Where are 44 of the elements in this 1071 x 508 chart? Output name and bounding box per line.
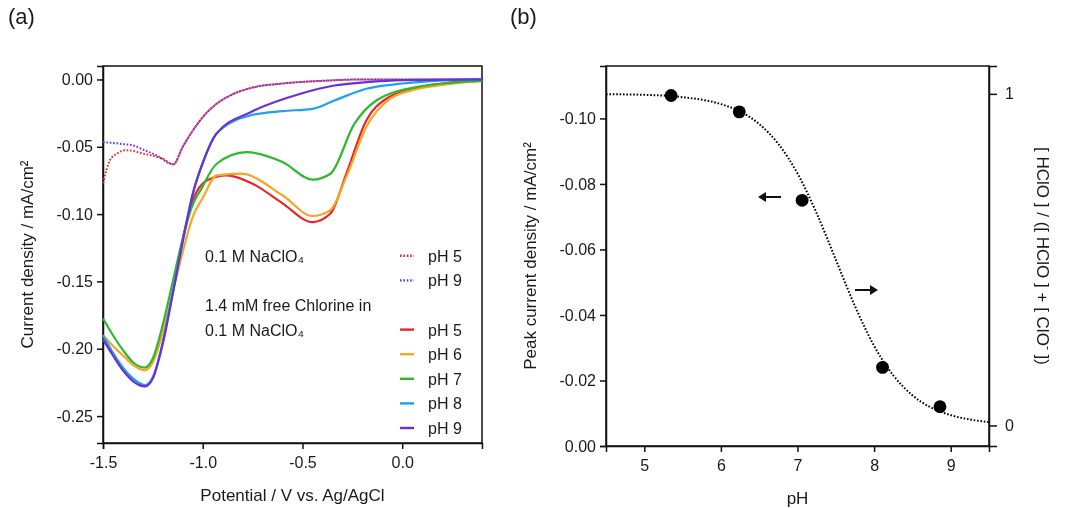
- y-tick-label: -0.08: [559, 175, 597, 193]
- y-tick-label: -0.15: [56, 273, 94, 291]
- y-tick-label: -0.04: [559, 306, 597, 324]
- y-tick-label: -0.20: [56, 340, 94, 358]
- x-tick-label: 0.0: [391, 454, 414, 472]
- legend-label: pH 8: [428, 395, 462, 413]
- x-tick-label: -0.5: [289, 454, 317, 472]
- point: [795, 193, 809, 207]
- y-axis-title: Current density / mA/cm²: [18, 160, 37, 349]
- y-tick-label: -0.06: [559, 241, 597, 259]
- y2-tick-label: 0: [1005, 417, 1014, 435]
- annotation: 1.4 mM free Chlorine in 0.1 M NaClO₄: [205, 297, 372, 339]
- legend-label: pH 5: [428, 247, 462, 265]
- y-tick-label: -0.05: [56, 138, 94, 156]
- x-axis-title: pH: [786, 489, 809, 508]
- point: [664, 89, 678, 102]
- x-tick-label: 8: [870, 457, 880, 475]
- y-tick-label: -0.25: [56, 407, 94, 425]
- y-tick-label: -0.02: [559, 372, 597, 390]
- y-tick-label: 0.00: [564, 437, 597, 455]
- legend-label: pH 9: [428, 272, 462, 290]
- x-tick-label: -1.5: [89, 454, 118, 472]
- y-tick-label: -0.10: [559, 110, 597, 128]
- x-tick-label: 6: [716, 457, 726, 475]
- legend-label: pH 5: [428, 321, 462, 339]
- x-tick-label: 7: [793, 457, 803, 475]
- x-tick-label: 5: [640, 457, 650, 475]
- x-axis-title: Potential / V vs. Ag/AgCl: [200, 486, 385, 505]
- legend-label: pH 7: [428, 370, 462, 388]
- legend-label: pH 6: [428, 346, 462, 364]
- point: [933, 400, 947, 414]
- x-tick-label: -1.0: [189, 454, 218, 472]
- point: [732, 105, 746, 119]
- y-tick-label: 0.00: [61, 71, 94, 89]
- line-series: [605, 93, 990, 424]
- y2-tick-label: 1: [1005, 85, 1014, 103]
- y-axis-title: Peak current density / mA/cm²: [521, 141, 540, 370]
- chart-title: (a): [8, 4, 35, 29]
- annotation: 0.1 M NaClO₄: [205, 247, 304, 265]
- chart-title: (b): [510, 4, 537, 29]
- y-tick-label: -0.10: [56, 205, 94, 223]
- legend-label: pH 9: [428, 420, 462, 437]
- point: [876, 360, 889, 374]
- x-tick-label: 9: [946, 457, 956, 475]
